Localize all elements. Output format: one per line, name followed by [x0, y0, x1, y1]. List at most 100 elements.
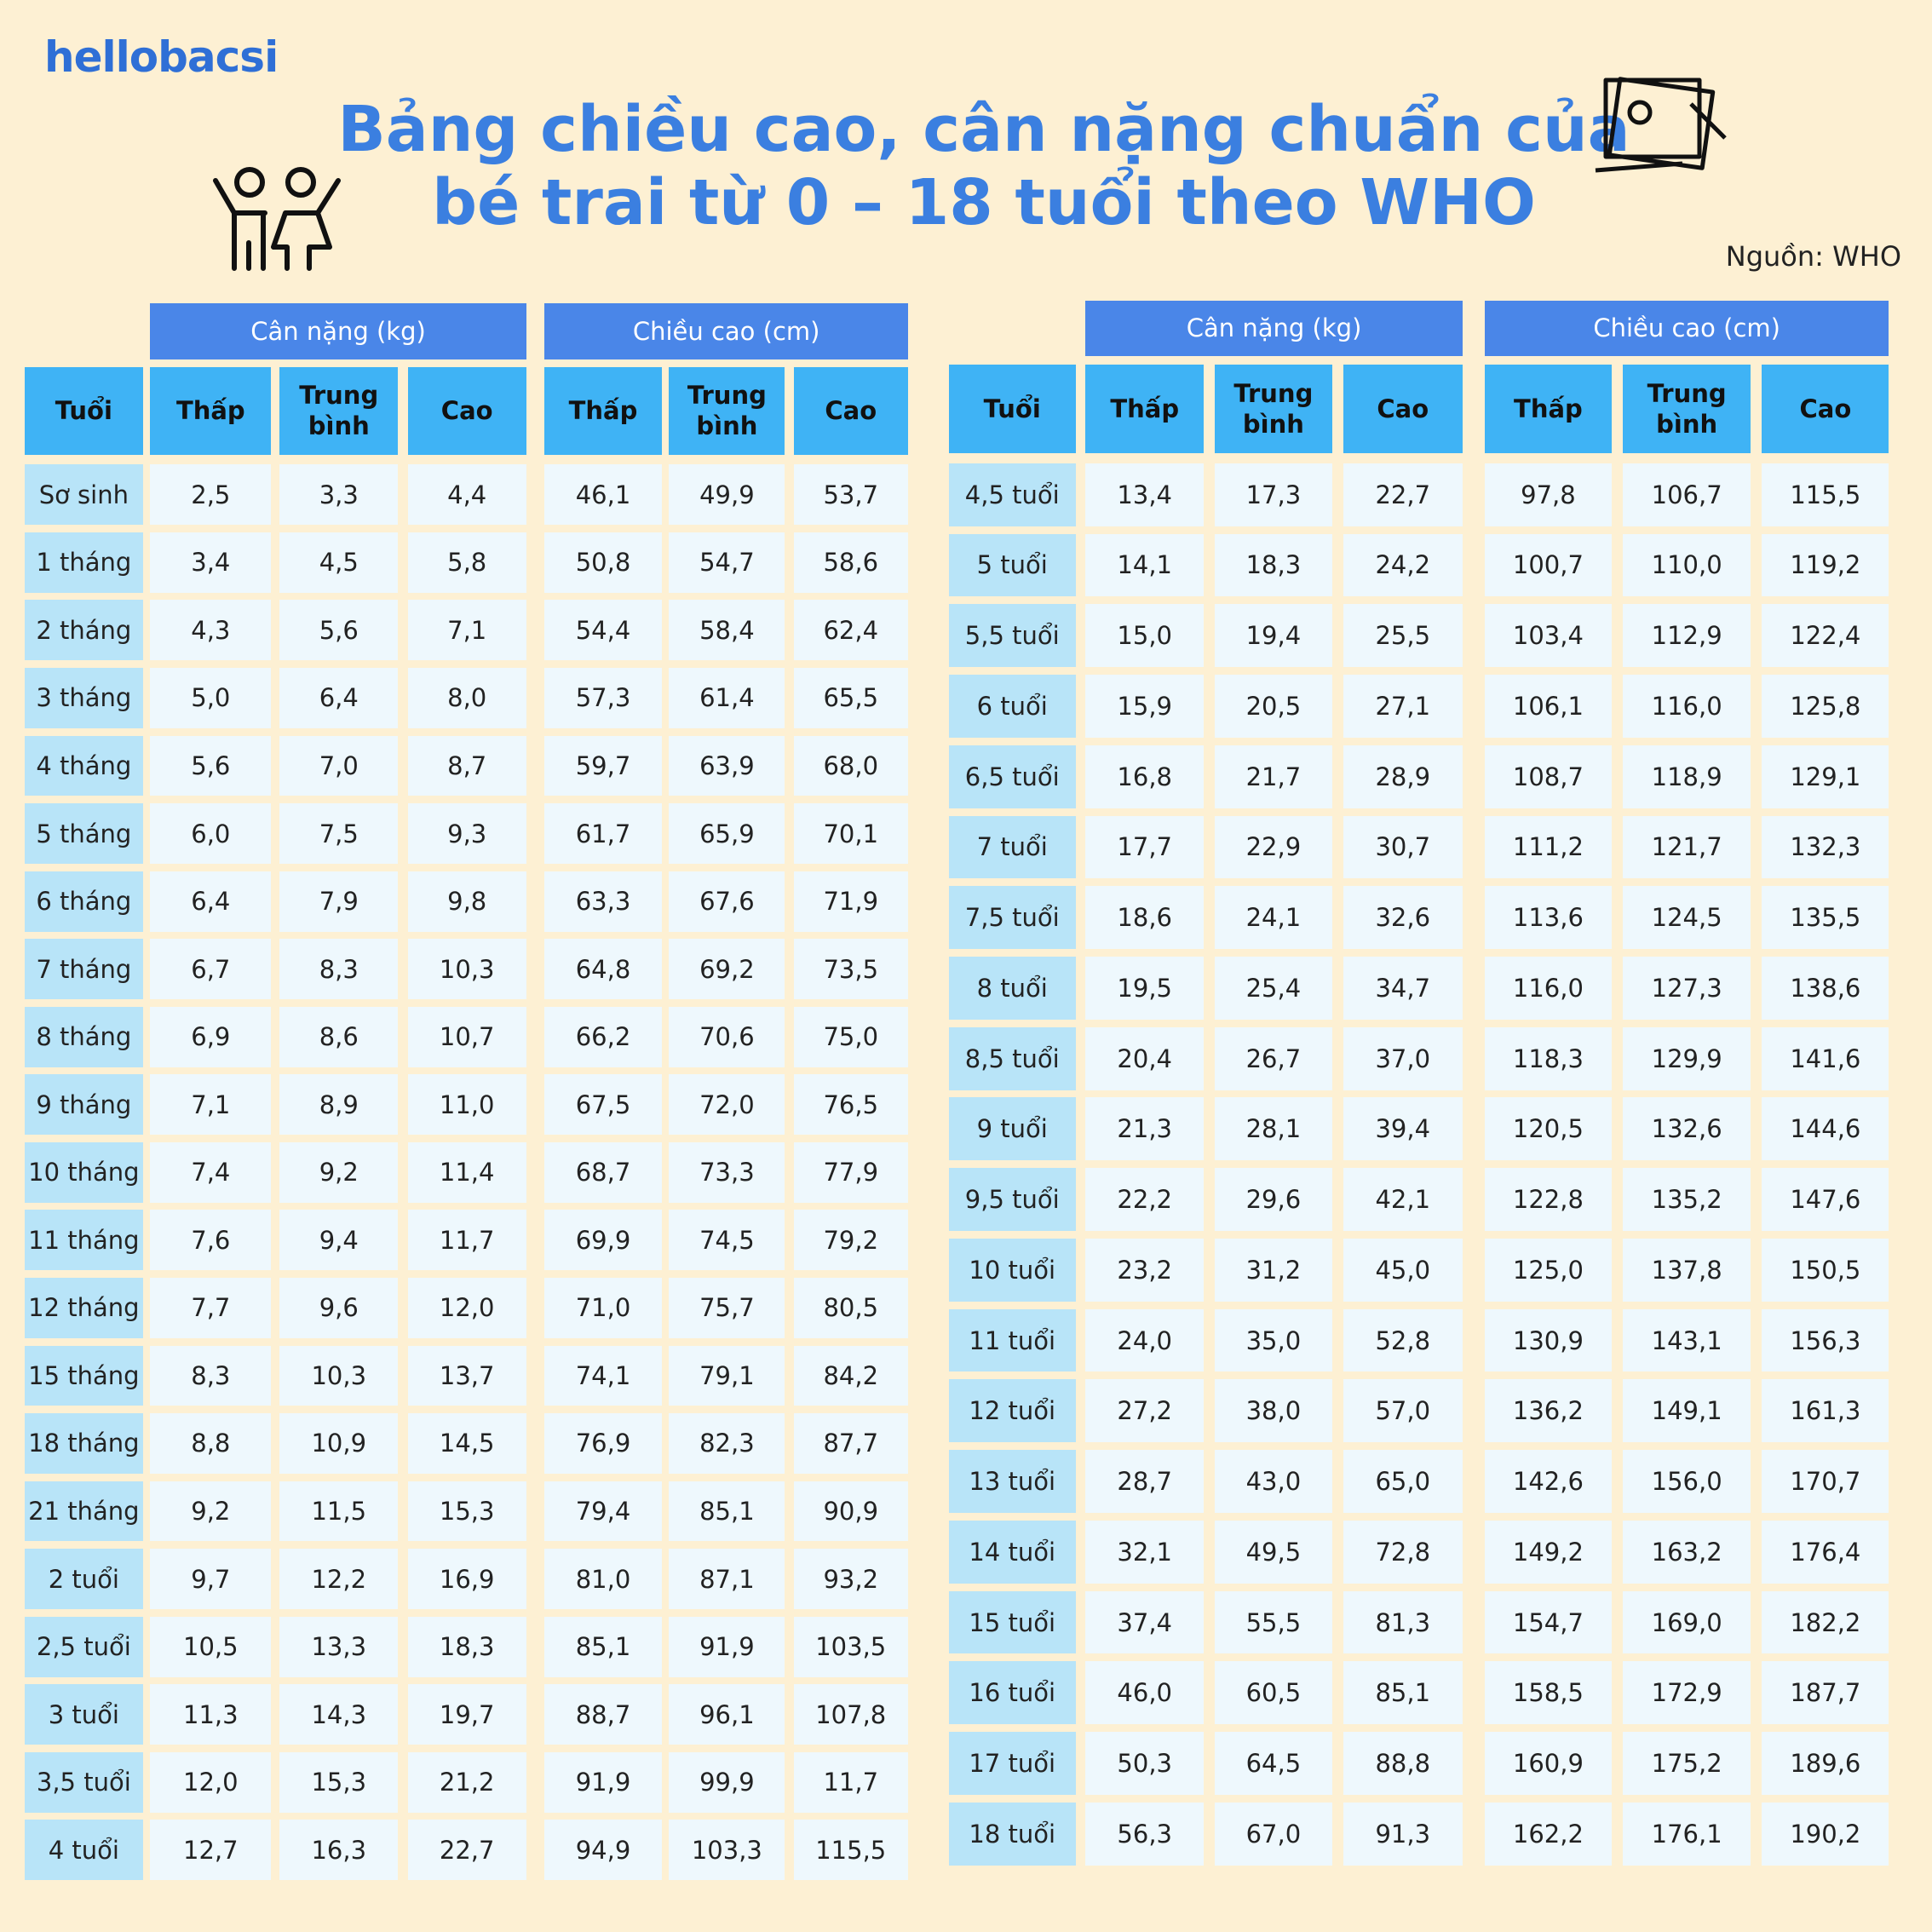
value-cell: 15,9: [1085, 675, 1205, 738]
value-cell: 8,6: [279, 1006, 399, 1067]
value-cell: 20,5: [1215, 675, 1332, 738]
column-header: Thấp: [1085, 365, 1205, 454]
drawing-icon: [1595, 77, 1727, 173]
value-cell: 21,2: [407, 1751, 526, 1813]
value-cell: 4,3: [150, 600, 272, 661]
value-cell: 69,9: [544, 1210, 662, 1271]
value-cell: 91,9: [544, 1751, 662, 1813]
value-cell: 2,5: [150, 464, 272, 526]
value-cell: 54,4: [544, 600, 662, 661]
value-cell: 156,0: [1622, 1450, 1751, 1513]
value-cell: 25,4: [1215, 957, 1332, 1020]
value-cell: 7,9: [279, 871, 399, 932]
value-cell: 138,6: [1762, 957, 1889, 1020]
value-cell: 141,6: [1762, 1026, 1889, 1090]
value-cell: 65,9: [669, 803, 785, 864]
value-cell: 76,9: [544, 1413, 662, 1474]
group-header: Chiều cao (cm): [1484, 300, 1889, 356]
value-cell: 27,2: [1085, 1379, 1205, 1443]
value-cell: 67,0: [1215, 1802, 1332, 1866]
value-cell: 137,8: [1622, 1238, 1751, 1302]
value-cell: 118,3: [1484, 1026, 1612, 1090]
value-cell: 9,6: [279, 1277, 399, 1338]
age-cell: 7 tháng: [24, 939, 143, 1000]
value-cell: 71,0: [544, 1277, 662, 1338]
value-cell: 32,1: [1085, 1520, 1205, 1584]
value-cell: 129,1: [1762, 745, 1889, 808]
age-cell: 4 tuổi: [24, 1820, 143, 1881]
age-cell: 5 tháng: [24, 803, 143, 864]
column-header: Tuổi: [948, 365, 1076, 454]
value-cell: 76,5: [793, 1074, 909, 1136]
value-cell: 70,1: [793, 803, 909, 864]
value-cell: 13,7: [407, 1345, 526, 1406]
value-cell: 19,4: [1215, 604, 1332, 668]
value-cell: 111,2: [1484, 815, 1612, 879]
value-cell: 10,7: [407, 1006, 526, 1067]
age-cell: 6 tuổi: [948, 675, 1076, 738]
column-header: Thấp: [150, 367, 272, 455]
value-cell: 116,0: [1484, 957, 1612, 1020]
value-cell: 132,6: [1622, 1097, 1751, 1161]
value-cell: 88,7: [544, 1684, 662, 1745]
value-cell: 57,0: [1343, 1379, 1463, 1443]
value-cell: 66,2: [544, 1006, 662, 1067]
value-cell: 68,7: [544, 1141, 662, 1203]
value-cell: 190,2: [1762, 1802, 1889, 1866]
value-cell: 52,8: [1343, 1308, 1463, 1372]
age-cell: 10 tuổi: [948, 1238, 1076, 1302]
value-cell: 14,5: [407, 1413, 526, 1474]
value-cell: 115,5: [793, 1820, 909, 1881]
value-cell: 96,1: [669, 1684, 785, 1745]
age-cell: 18 tuổi: [948, 1802, 1076, 1866]
value-cell: 11,7: [793, 1751, 909, 1813]
value-cell: 79,4: [544, 1481, 662, 1542]
brand-logo: hellobacsi: [44, 32, 279, 82]
value-cell: 12,0: [407, 1277, 526, 1338]
value-cell: 32,6: [1343, 886, 1463, 950]
value-cell: 85,1: [1343, 1661, 1463, 1725]
value-cell: 58,6: [793, 532, 909, 593]
value-cell: 94,9: [544, 1820, 662, 1881]
value-cell: 74,1: [544, 1345, 662, 1406]
group-header: Chiều cao (cm): [544, 302, 908, 360]
value-cell: 77,9: [793, 1141, 909, 1203]
age-cell: 14 tuổi: [948, 1520, 1076, 1584]
value-cell: 24,0: [1085, 1308, 1205, 1372]
value-cell: 12,2: [279, 1549, 399, 1610]
value-cell: 9,4: [279, 1210, 399, 1271]
age-cell: Sơ sinh: [24, 464, 143, 526]
value-cell: 5,0: [150, 667, 272, 728]
value-cell: 42,1: [1343, 1168, 1463, 1231]
value-cell: 132,3: [1762, 815, 1889, 879]
value-cell: 9,2: [279, 1141, 399, 1203]
value-cell: 108,7: [1484, 745, 1612, 808]
value-cell: 75,0: [793, 1006, 909, 1067]
value-cell: 63,9: [669, 735, 785, 796]
age-cell: 21 tháng: [24, 1481, 143, 1542]
value-cell: 39,4: [1343, 1097, 1463, 1161]
age-cell: 2,5 tuổi: [24, 1616, 143, 1677]
value-cell: 7,0: [279, 735, 399, 796]
value-cell: 13,4: [1085, 463, 1205, 526]
value-cell: 8,7: [407, 735, 526, 796]
value-cell: 73,3: [669, 1141, 785, 1203]
age-cell: 2 tháng: [24, 600, 143, 661]
column-header: Cao: [793, 367, 909, 455]
value-cell: 129,9: [1622, 1026, 1751, 1090]
value-cell: 70,6: [669, 1006, 785, 1067]
value-cell: 172,9: [1622, 1661, 1751, 1725]
value-cell: 49,5: [1215, 1520, 1332, 1584]
age-cell: 13 tuổi: [948, 1450, 1076, 1513]
value-cell: 18,3: [407, 1616, 526, 1677]
value-cell: 170,7: [1762, 1450, 1889, 1513]
age-cell: 3 tuổi: [24, 1684, 143, 1745]
value-cell: 176,4: [1762, 1520, 1889, 1584]
column-header: Trung bình: [1622, 365, 1751, 454]
value-cell: 16,3: [279, 1820, 399, 1881]
value-cell: 37,0: [1343, 1026, 1463, 1090]
value-cell: 7,7: [150, 1277, 272, 1338]
value-cell: 119,2: [1762, 533, 1889, 597]
column-header: Thấp: [544, 367, 662, 455]
value-cell: 53,7: [793, 464, 909, 526]
